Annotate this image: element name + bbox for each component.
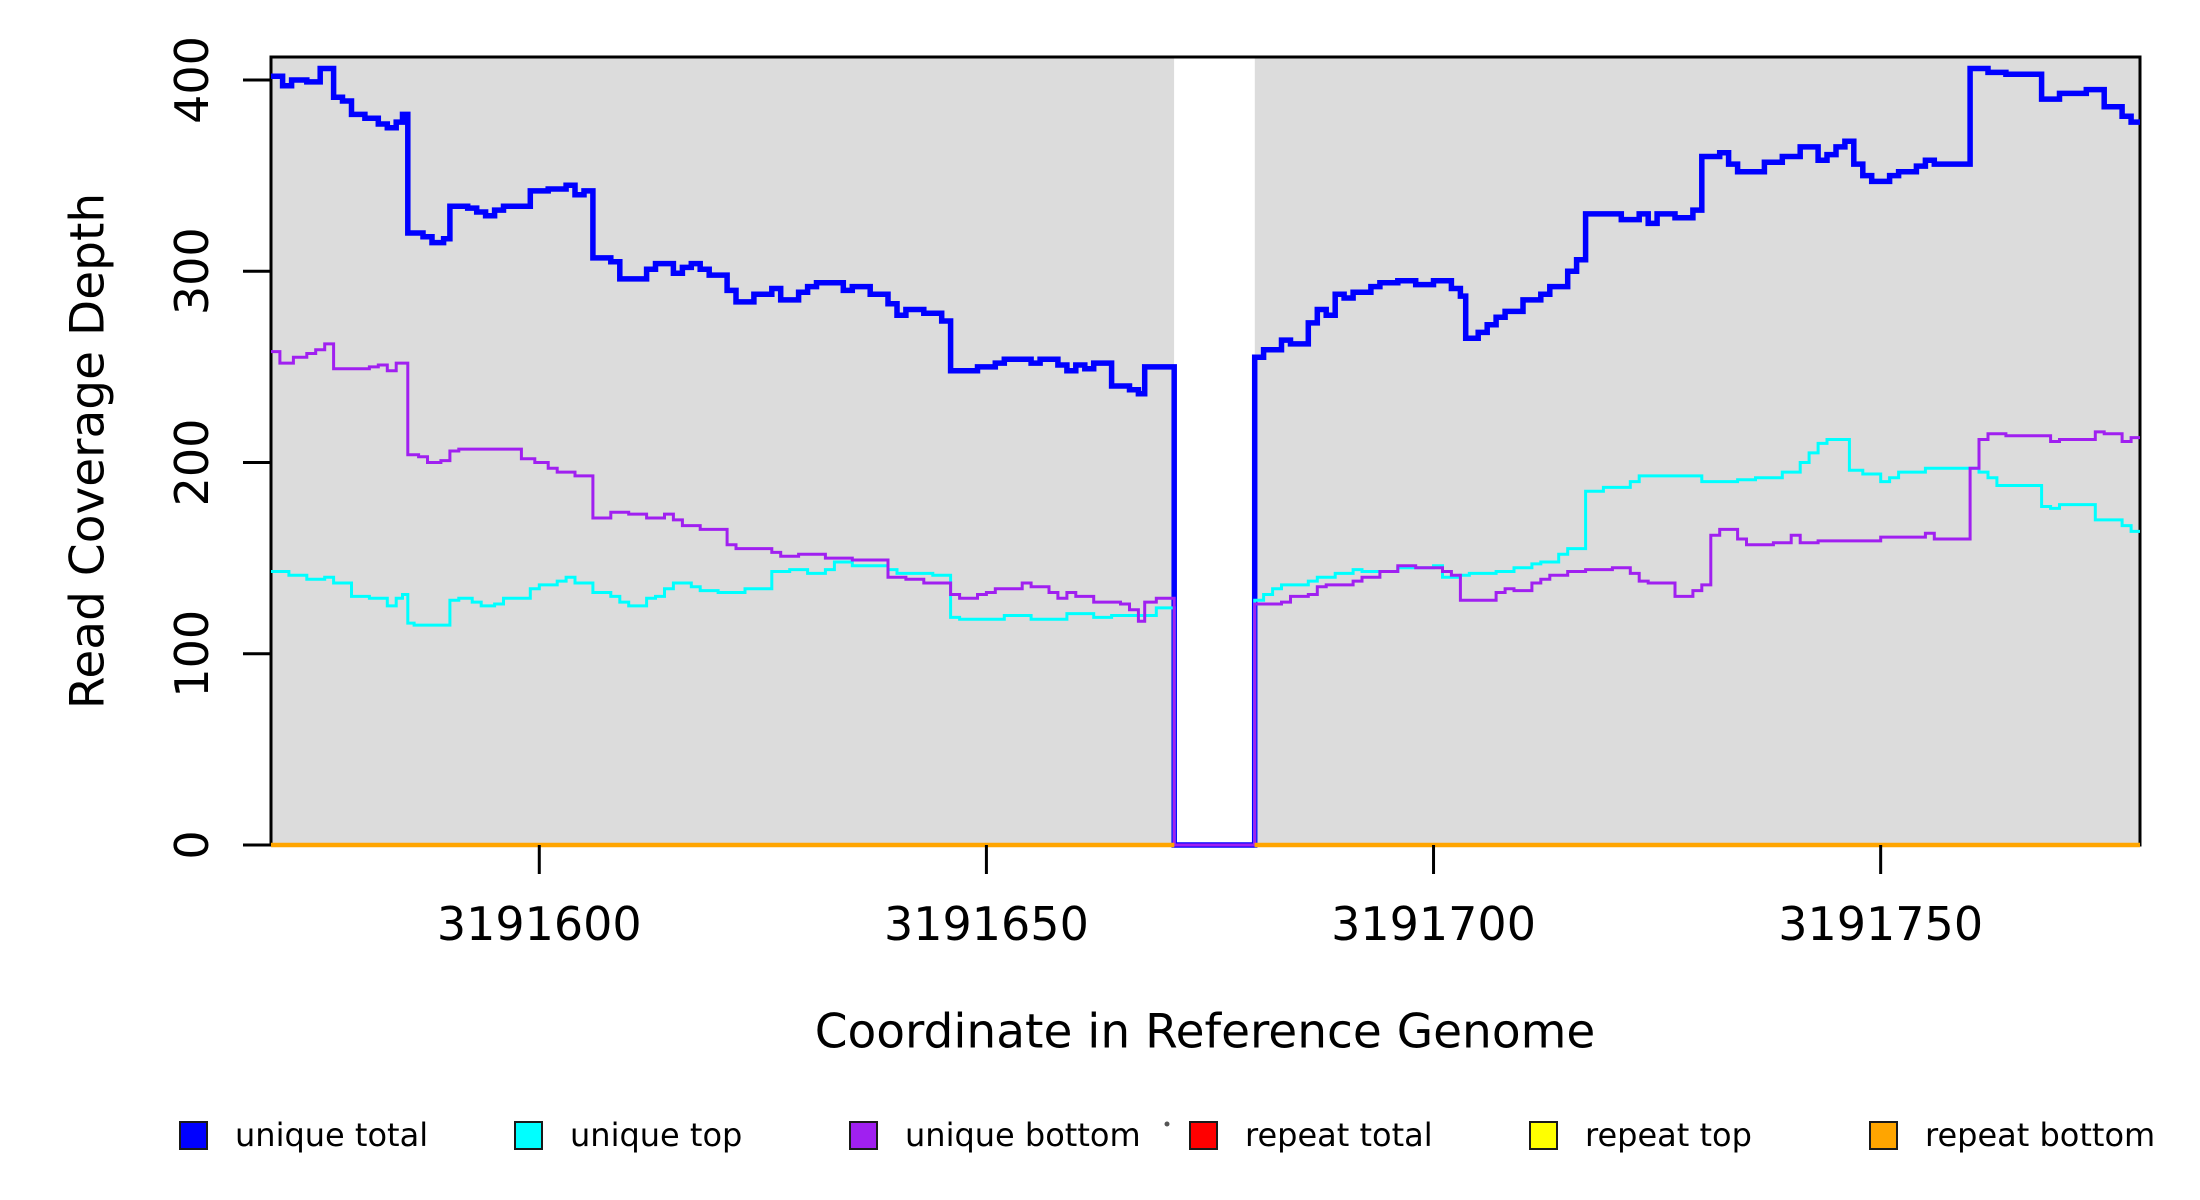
legend-label-unique-top: unique top — [570, 1116, 742, 1154]
y-tick-label-3: 300 — [165, 227, 219, 315]
legend-swatch-repeat-top — [1529, 1121, 1558, 1150]
x-tick-label-3: 3191750 — [1778, 897, 1983, 951]
legend-swatch-unique-bottom — [849, 1121, 878, 1150]
coverage-band-1 — [1254, 57, 2140, 845]
y-tick-label-0: 0 — [165, 830, 219, 859]
legend-swatch-repeat-bottom — [1869, 1121, 1898, 1150]
y-tick-label-1: 100 — [165, 610, 219, 698]
series-line-unique-bottom — [271, 342, 2140, 847]
x-tick-label-2: 3191700 — [1331, 897, 1536, 951]
legend-label-repeat-bottom: repeat bottom — [1925, 1116, 2155, 1154]
legend-label-repeat-total: repeat total — [1245, 1116, 1433, 1154]
y-tick-label-4: 400 — [165, 36, 219, 124]
coverage-band-0 — [271, 57, 1175, 845]
legend-artifact-dot — [1164, 1121, 1170, 1127]
legend-label-repeat-top: repeat top — [1585, 1116, 1752, 1154]
legend-swatch-unique-top — [514, 1121, 543, 1150]
series-line-unique-top — [271, 438, 2140, 847]
legend-label-unique-bottom: unique bottom — [905, 1116, 1141, 1154]
legend-label-unique-total: unique total — [235, 1116, 428, 1154]
y-axis-title: Read Coverage Depth — [60, 192, 116, 710]
x-tick-label-0: 3191600 — [437, 897, 642, 951]
uncovered-gap-band — [1174, 57, 1255, 845]
x-axis-title: Coordinate in Reference Genome — [814, 1004, 1596, 1060]
y-tick-label-2: 200 — [165, 419, 219, 507]
legend-swatch-unique-total — [179, 1121, 208, 1150]
x-tick-label-1: 3191650 — [884, 897, 1089, 951]
series-line-unique-total — [271, 65, 2140, 848]
legend-swatch-repeat-total — [1189, 1121, 1218, 1150]
